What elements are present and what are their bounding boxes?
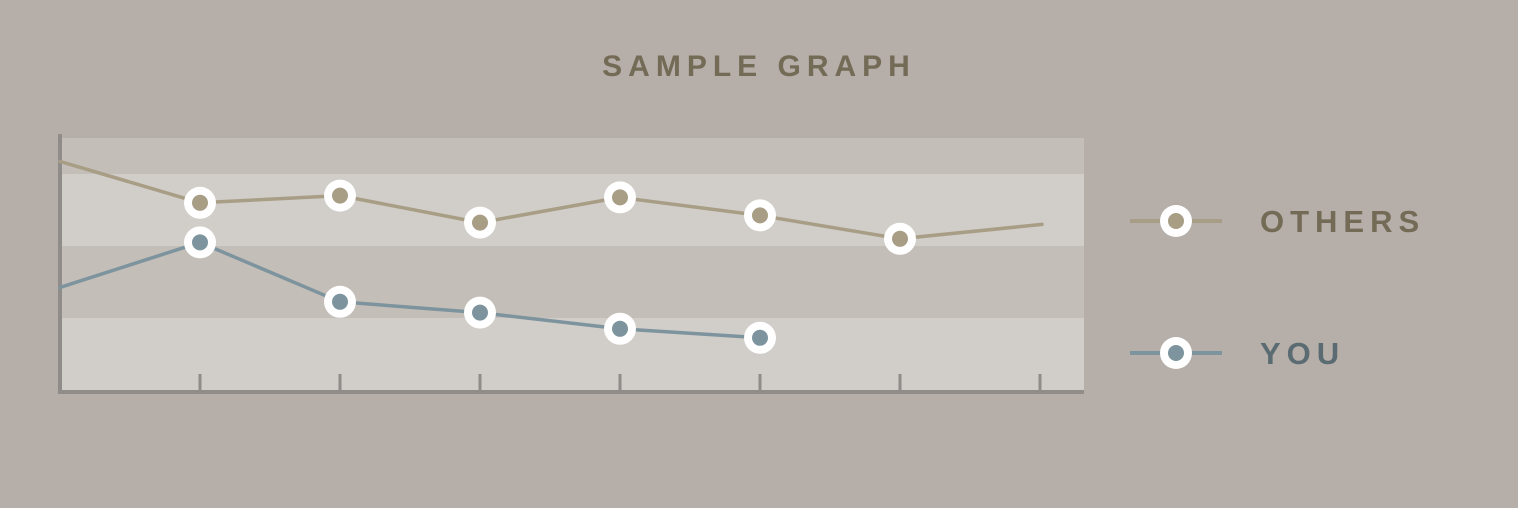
legend-label-you: YOU	[1260, 336, 1345, 371]
data-point-core-you-1	[192, 234, 208, 251]
data-point-core-others-4	[612, 189, 628, 206]
data-point-core-you-2	[332, 293, 348, 310]
data-point-core-others-3	[472, 214, 488, 231]
grid-band-0	[60, 138, 1084, 174]
data-point-core-others-6	[892, 230, 908, 247]
grid-band-3	[60, 318, 1084, 390]
series-line-you	[58, 240, 762, 340]
legend-marker-core-others	[1168, 213, 1184, 229]
data-point-core-you-5	[752, 329, 768, 346]
grid-band-2	[60, 246, 1084, 318]
data-point-core-you-3	[472, 304, 488, 321]
data-point-core-you-4	[612, 320, 628, 337]
chart-title: SAMPLE GRAPH	[602, 50, 916, 83]
series-line-others	[58, 159, 1044, 241]
data-point-core-others-1	[192, 194, 208, 211]
data-point-core-others-2	[332, 187, 348, 204]
legend-label-others: OTHERS	[1260, 204, 1425, 239]
data-point-core-others-5	[752, 207, 768, 224]
legend-marker-core-you	[1168, 345, 1184, 361]
